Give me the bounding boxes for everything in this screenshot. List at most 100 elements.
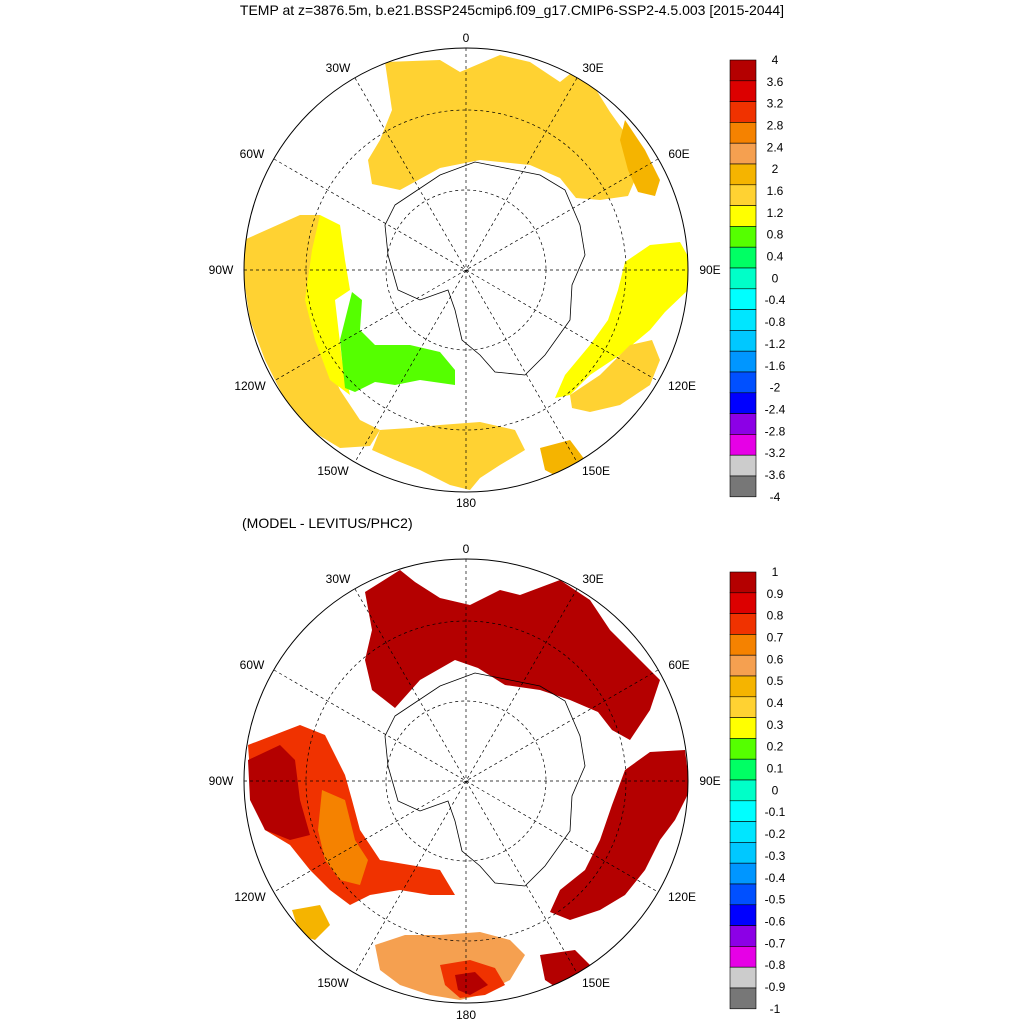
bottom-lon-label-150w: 150W: [317, 976, 349, 990]
top-anomaly-region-atlantic-orange: [620, 120, 660, 196]
top-colorbar-label: 1.2: [767, 206, 784, 220]
bottom-colorbar-swatch: [729, 696, 757, 718]
bottom-colorbar-swatch: [729, 571, 757, 594]
top-colorbar-swatch: [729, 309, 757, 331]
bottom-lon-label-150e: 150E: [582, 976, 610, 990]
bottom-colorbar-label: 0.7: [767, 631, 784, 645]
bottom-graticule: [244, 559, 688, 1003]
bottom-lon-label-30w: 30W: [326, 572, 351, 586]
top-anomaly-region-south: [372, 422, 525, 490]
bottom-colorbar-swatch: [729, 862, 757, 885]
top-colorbar-swatch: [729, 226, 757, 248]
bottom-colorbar-label: -0.5: [765, 893, 786, 907]
map-subtitle: (MODEL - LEVITUS/PHC2): [242, 515, 413, 531]
bottom-colorbar-label: 0.5: [767, 674, 784, 688]
bottom-colorbar-swatch: [729, 675, 757, 698]
top-lon-label-60w: 60W: [240, 147, 265, 161]
top-lon-label-180: 180: [456, 496, 476, 510]
top-graticule: [244, 48, 688, 492]
top-map-fields: [244, 55, 688, 490]
top-colorbar-label: 2: [772, 162, 779, 176]
top-anomaly-region-south-orange: [540, 440, 585, 478]
top-lon-label-90w: 90W: [209, 263, 234, 277]
bottom-colorbar-label: 0: [772, 783, 779, 797]
top-colorbar-label: 2.8: [767, 119, 784, 133]
top-colorbar-label: -2.4: [765, 402, 786, 416]
top-lon-label-150w: 150W: [317, 464, 349, 478]
bottom-colorbar-swatch: [729, 966, 757, 989]
bottom-colorbar-label: -0.9: [765, 980, 786, 994]
top-anomaly-region-west-yellow: [305, 215, 350, 395]
top-anomaly-region-west: [244, 215, 380, 448]
top-colorbar-swatch: [729, 392, 757, 414]
bottom-colorbar-label: 0.3: [767, 718, 784, 732]
top-colorbar-label: -0.8: [765, 315, 786, 329]
bottom-lon-label-0: 0: [463, 542, 470, 556]
bottom-colorbar-swatch: [729, 592, 757, 614]
top-colorbar-swatch: [729, 371, 757, 394]
bottom-anomaly-region-west-dark: [248, 745, 310, 840]
top-colorbar-label: -2: [770, 381, 781, 395]
top-colorbar-swatch: [729, 267, 757, 290]
bottom-lon-label-90w: 90W: [209, 774, 234, 788]
top-colorbar-label: -0.4: [765, 293, 786, 307]
bottom-colorbar-label: 0.1: [767, 762, 784, 776]
bottom-anomaly-region-southwest: [292, 905, 330, 940]
top-colorbar-label: 1.6: [767, 184, 784, 198]
bottom-colorbar-label: -0.7: [765, 936, 786, 950]
bottom-colorbar-label: 0.9: [767, 587, 784, 601]
top-colorbar-label: 0.4: [767, 250, 784, 264]
top-colorbar-swatch: [729, 163, 757, 186]
bottom-anomaly-region-east: [550, 750, 688, 920]
top-colorbar-swatch: [729, 142, 757, 165]
bottom-lon-label-30e: 30E: [582, 572, 603, 586]
top-colorbar-label: -3.2: [765, 446, 786, 460]
bottom-antarctica-coastline: [384, 672, 586, 887]
top-colorbar-swatch: [729, 246, 757, 269]
top-lon-label-90e: 90E: [699, 263, 720, 277]
top-lon-label-120w: 120W: [234, 379, 266, 393]
top-colorbar-swatch: [729, 184, 757, 206]
bottom-anomaly-region-west-orange: [318, 790, 368, 885]
bottom-colorbar-swatch: [729, 613, 757, 635]
bottom-colorbar-swatch: [729, 654, 757, 677]
top-anomaly-region-atlantic: [368, 55, 640, 200]
bottom-colorbar-swatch: [729, 634, 757, 656]
top-colorbar-swatch: [729, 205, 757, 227]
top-anomaly-region-west-green: [340, 292, 455, 392]
bottom-anomaly-region-atlantic: [365, 570, 660, 740]
bottom-colorbar-swatch: [729, 925, 757, 947]
top-polar-map: 0 180 30W 30E 60W 60E 90W 90E 120W 120E …: [209, 31, 721, 510]
bottom-colorbar-label: 0.4: [767, 696, 784, 710]
bottom-lon-label-120w: 120W: [234, 890, 266, 904]
top-colorbar-label: 0: [772, 271, 779, 285]
bottom-colorbar-swatch: [729, 904, 757, 926]
bottom-colorbar-swatch: [729, 717, 757, 739]
top-colorbar-label: -2.8: [765, 424, 786, 438]
top-lon-label-0: 0: [463, 31, 470, 45]
bottom-colorbar-swatch: [729, 821, 757, 843]
top-antarctica-coastline: [384, 161, 586, 376]
bottom-colorbar-swatch: [729, 779, 757, 802]
top-colorbar-label: 3.2: [767, 97, 784, 111]
bottom-colorbar-swatch: [729, 800, 757, 822]
bottom-colorbar-swatch: [729, 946, 757, 968]
top-lon-label-150e: 150E: [582, 464, 610, 478]
bottom-lon-label-180: 180: [456, 1008, 476, 1022]
top-colorbar-swatch: [729, 475, 757, 498]
bottom-map-boundary: [243, 558, 689, 1004]
top-lon-label-120e: 120E: [668, 379, 696, 393]
bottom-colorbar-swatch: [729, 738, 757, 760]
bottom-colorbar-label: -0.4: [765, 871, 786, 885]
top-colorbar: 4 3.6 3.2 2.8 2.4 2 1.6 1.2 0.8 0.4 0 -0.4 -0.8 -1.2 -…: [729, 53, 786, 504]
top-colorbar-swatch: [729, 80, 757, 102]
top-colorbar-label: 2.4: [767, 140, 784, 154]
bottom-colorbar-label: 0.8: [767, 609, 784, 623]
bottom-colorbar-label: 0.2: [767, 740, 784, 754]
bottom-anomaly-region-south-dark: [455, 972, 488, 995]
top-colorbar-label: -1.2: [765, 337, 786, 351]
bottom-colorbar: 1 0.9 0.8 0.7 0.6 0.5 0.4 0.3 0.2 0.1 0 -0.1 -0.2 -0.…: [729, 565, 786, 1016]
bottom-colorbar-label: -1: [770, 1002, 781, 1016]
bottom-lon-label-60w: 60W: [240, 658, 265, 672]
